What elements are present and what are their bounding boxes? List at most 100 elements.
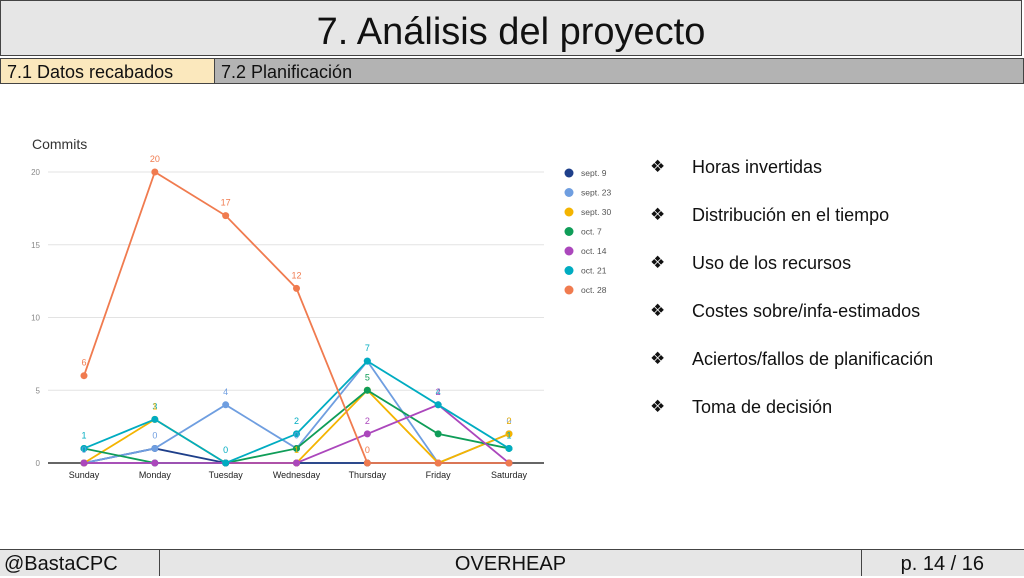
legend-label: sept. 23 (581, 188, 612, 198)
legend-label: oct. 7 (581, 227, 602, 237)
data-label: 0 (365, 445, 370, 455)
data-point (293, 430, 300, 438)
bullet-text: Uso de los recursos (692, 253, 852, 273)
bullet-text: Aciertos/fallos de planificación (692, 349, 934, 369)
tab-planificacion[interactable]: 7.2 Planificación (221, 62, 353, 82)
data-label: 4 (223, 387, 228, 397)
legend-swatch (564, 188, 574, 197)
data-label: 1 (506, 430, 511, 440)
data-label: 17 (221, 198, 231, 208)
bullet-text: Toma de decisión (692, 397, 833, 417)
bullet-text: Distribución en el tiempo (692, 205, 890, 225)
bullet-text: Horas invertidas (692, 157, 823, 177)
data-point (222, 401, 230, 409)
data-label: 0 (152, 430, 157, 440)
data-point (505, 430, 513, 438)
diamond-bullet-icon: ❖ (650, 349, 666, 369)
tab-datos-recabados[interactable]: 7.1 Datos recabados (1, 59, 215, 83)
y-tick-label: 5 (36, 386, 41, 395)
data-label: 2 (436, 387, 441, 397)
bullet-item: ❖ Distribución en el tiempo (650, 203, 933, 251)
bullet-item: ❖ Horas invertidas (650, 155, 933, 203)
bullet-list: ❖ Horas invertidas ❖ Distribución en el ti… (650, 155, 933, 443)
data-point (363, 459, 371, 467)
data-label: 4 (436, 387, 441, 397)
data-point (434, 430, 442, 438)
data-label: 0 (81, 445, 86, 455)
legend-swatch (564, 227, 574, 236)
footer-project: OVERHEAP (160, 550, 862, 576)
footer-author: @BastaCPC (0, 550, 160, 576)
data-label: 6 (81, 358, 86, 368)
legend-swatch (564, 168, 574, 178)
diamond-bullet-icon: ❖ (650, 253, 666, 273)
data-label: 2 (506, 416, 511, 426)
data-point (505, 459, 513, 467)
y-tick-label: 20 (31, 168, 40, 177)
chart-title: Commits (32, 136, 88, 152)
legend-label: oct. 14 (581, 246, 607, 256)
data-point (151, 168, 159, 176)
data-point (80, 459, 88, 467)
data-label: 20 (150, 154, 160, 164)
data-point (363, 430, 371, 438)
bullet-item: ❖ Aciertos/fallos de planificación (650, 347, 933, 395)
diamond-bullet-icon: ❖ (650, 397, 666, 417)
data-label: 0 (223, 445, 228, 455)
data-label: 1 (152, 401, 157, 411)
slide-footer: @BastaCPC OVERHEAP p. 14 / 16 (0, 549, 1024, 576)
data-point (151, 459, 159, 467)
data-label: 7 (365, 343, 370, 353)
data-point (151, 415, 159, 423)
x-tick-label: Wednesday (273, 470, 321, 480)
data-label: 0 (294, 430, 299, 440)
x-tick-label: Sunday (69, 470, 100, 480)
x-tick-label: Tuesday (209, 470, 244, 480)
legend-label: oct. 21 (581, 266, 607, 276)
y-tick-label: 15 (31, 241, 40, 250)
diamond-bullet-icon: ❖ (650, 301, 666, 321)
slide-title-bar: 7. Análisis del proyecto (0, 0, 1022, 56)
data-label: 5 (365, 372, 370, 382)
data-point (363, 386, 371, 394)
legend-label: sept. 30 (581, 207, 612, 217)
data-label: 2 (365, 416, 370, 426)
slide-title: 7. Análisis del proyecto (316, 11, 706, 53)
data-point (80, 372, 88, 380)
bullet-item: ❖ Uso de los recursos (650, 251, 933, 299)
y-tick-label: 0 (36, 459, 41, 468)
legend-swatch (564, 246, 574, 256)
x-tick-label: Thursday (349, 470, 387, 480)
data-point (293, 444, 300, 452)
diamond-bullet-icon: ❖ (650, 157, 666, 177)
data-label: 1 (81, 430, 86, 440)
data-label: 12 (291, 270, 301, 280)
section-tabs: 7.1 Datos recabados 7.2 Planificación (0, 58, 1024, 84)
bullet-item: ❖ Toma de decisión (650, 395, 933, 443)
bullet-text: Costes sobre/infa-estimados (692, 301, 921, 321)
diamond-bullet-icon: ❖ (650, 205, 666, 225)
bullet-item: ❖ Costes sobre/infa-estimados (650, 299, 933, 347)
data-point (505, 444, 513, 452)
data-point (80, 444, 88, 452)
data-point (434, 401, 442, 409)
legend-label: oct. 28 (581, 285, 607, 295)
data-label: 2 (294, 416, 299, 426)
data-point (363, 357, 371, 365)
data-point (222, 212, 230, 220)
data-point (151, 444, 159, 452)
data-point (222, 459, 230, 467)
legend-swatch (564, 266, 574, 275)
x-tick-label: Friday (426, 470, 452, 480)
data-point (434, 459, 442, 467)
legend-label: sept. 9 (581, 168, 607, 178)
data-point (293, 284, 300, 292)
data-label: 3 (152, 401, 157, 411)
x-tick-label: Monday (139, 470, 172, 480)
legend-swatch (564, 285, 574, 295)
legend-swatch (564, 207, 574, 217)
data-point (293, 459, 300, 467)
data-label: 1 (294, 445, 299, 455)
data-label: 0 (506, 416, 511, 426)
